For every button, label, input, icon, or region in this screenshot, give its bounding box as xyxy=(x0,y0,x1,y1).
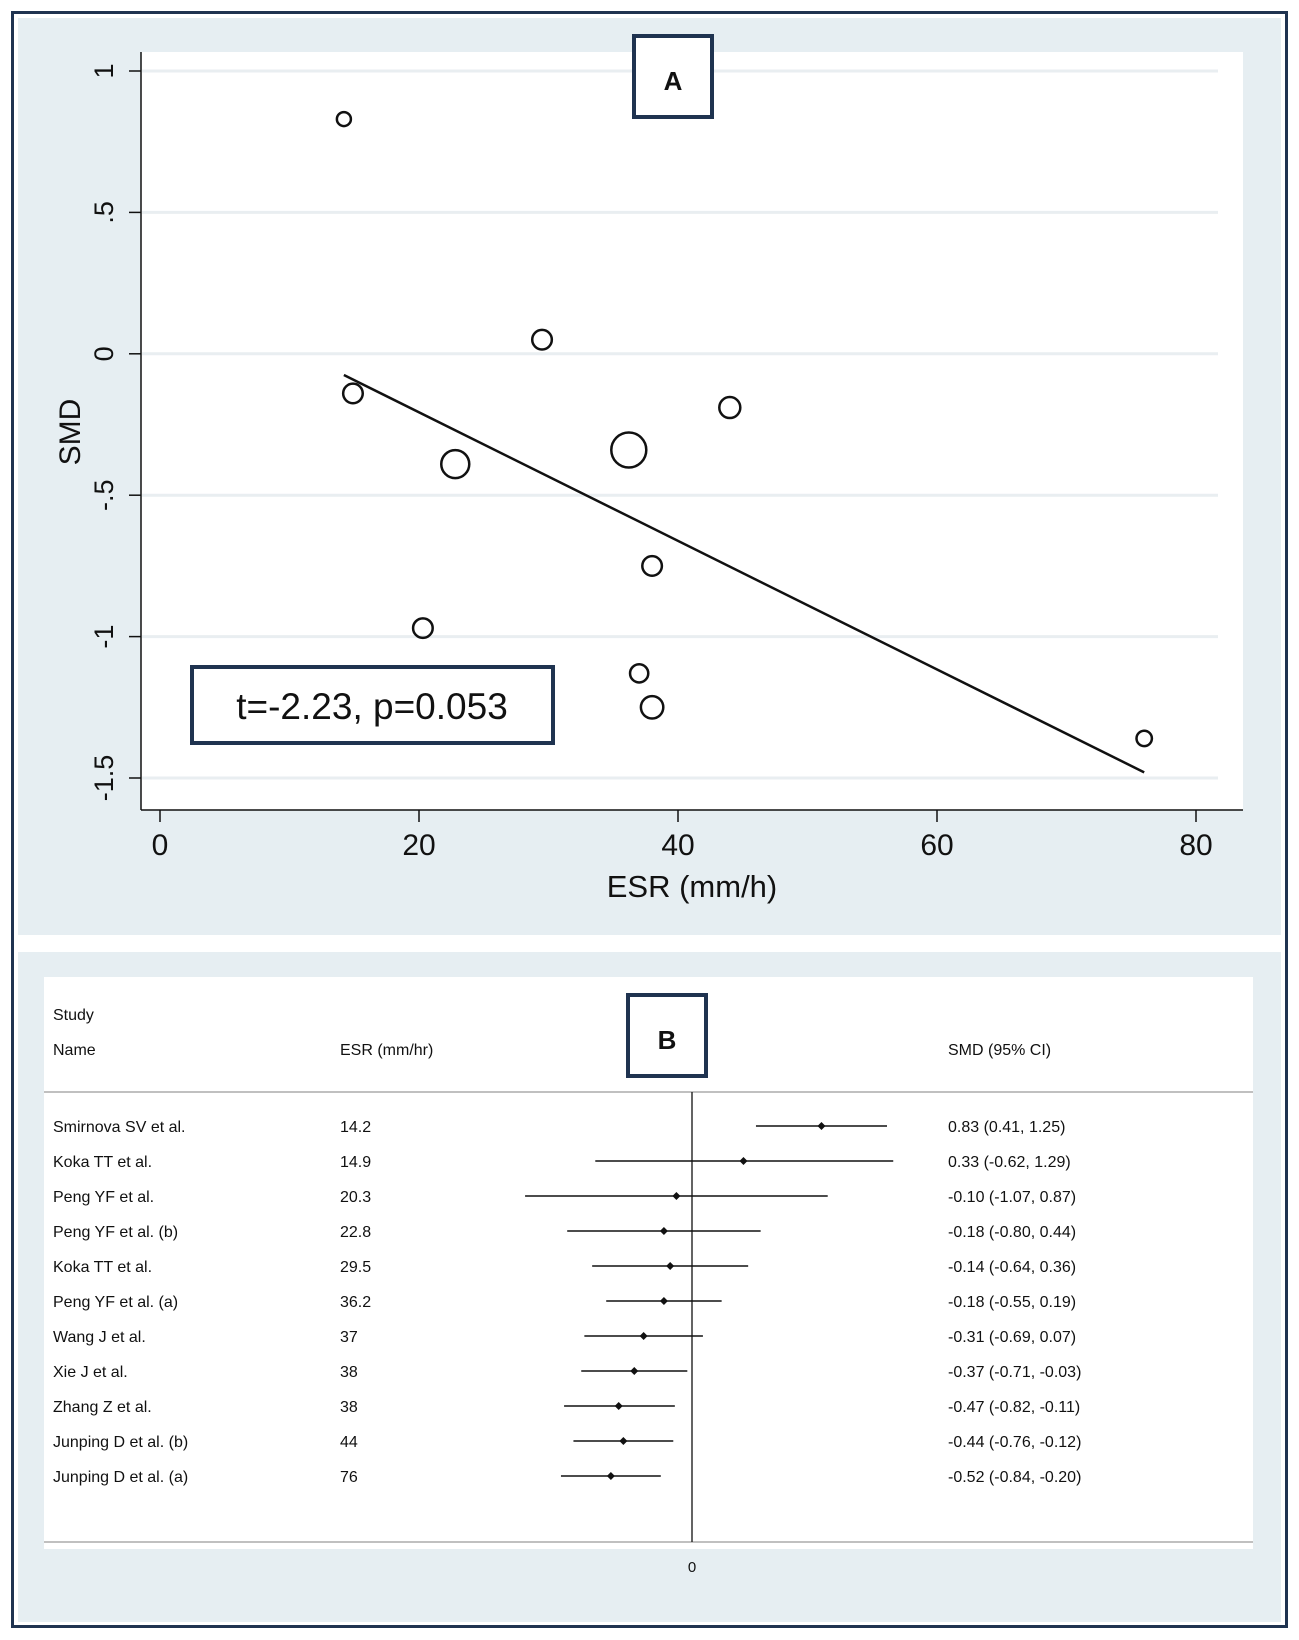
study-name: Peng YF et al. (b) xyxy=(53,1224,178,1241)
x-tick-label: 20 xyxy=(402,829,435,862)
stats-annotation: t=-2.23, p=0.053 xyxy=(236,686,508,727)
forest-row: Peng YF et al. (a) 36.2 -0.18 (-0.55, 0.19… xyxy=(53,1294,1076,1311)
study-esr: 37 xyxy=(340,1329,358,1346)
point-estimate-marker xyxy=(659,1227,668,1235)
study-esr: 20.3 xyxy=(340,1189,371,1206)
x-tick-label: 0 xyxy=(152,829,169,862)
data-point xyxy=(341,382,365,405)
point-estimate-marker xyxy=(606,1472,615,1480)
forest-row: Junping D et al. (a) 76 -0.52 (-0.84, -0.2… xyxy=(53,1469,1081,1486)
panel-b-label: B xyxy=(658,1025,677,1055)
study-name: Xie J et al. xyxy=(53,1364,128,1381)
study-name: Wang J et al. xyxy=(53,1329,146,1346)
study-esr: 22.8 xyxy=(340,1224,371,1241)
panel-a-label-box xyxy=(632,34,714,119)
x-tick-label: 40 xyxy=(661,829,694,862)
y-tick-label: 1 xyxy=(89,63,119,78)
x-axis-ticks: 0 20 40 60 80 xyxy=(152,810,1213,862)
smd-ci-value: -0.18 (-0.80, 0.44) xyxy=(948,1224,1076,1241)
data-point xyxy=(641,554,664,577)
smd-ci-value: 0.83 (0.41, 1.25) xyxy=(948,1119,1065,1136)
smd-ci-value: -0.10 (-1.07, 0.87) xyxy=(948,1189,1076,1206)
forest-row: Junping D et al. (b) 44 -0.44 (-0.76, -0.1… xyxy=(53,1434,1081,1451)
forest-row: Zhang Z et al. 38 -0.47 (-0.82, -0.11) xyxy=(53,1399,1080,1416)
forest-rows: Smirnova SV et al. 14.2 0.83 (0.41, 1.25) K… xyxy=(53,1119,1081,1486)
forest-row: Peng YF et al. (b) 22.8 -0.18 (-0.80, 0.44… xyxy=(53,1224,1076,1241)
header-smd-ci: SMD (95% CI) xyxy=(948,1042,1051,1059)
forest-row: Xie J et al. 38 -0.37 (-0.71, -0.03) xyxy=(53,1364,1081,1381)
panel-a: 1 .5 0 -.5 -1 -1.5 0 20 40 60 80 SMD ESR (mm/h) A… xyxy=(18,18,1281,935)
x-axis-label: ESR (mm/h) xyxy=(607,869,778,904)
data-point xyxy=(628,663,650,684)
smd-ci-value: -0.18 (-0.55, 0.19) xyxy=(948,1294,1076,1311)
study-esr: 29.5 xyxy=(340,1259,371,1276)
point-estimate-marker xyxy=(614,1402,623,1410)
smd-ci-value: -0.14 (-0.64, 0.36) xyxy=(948,1259,1076,1276)
point-estimate-marker xyxy=(817,1122,826,1130)
study-esr: 36.2 xyxy=(340,1294,371,1311)
point-estimate-marker xyxy=(639,1332,648,1340)
study-name: Zhang Z et al. xyxy=(53,1399,152,1416)
study-esr: 38 xyxy=(340,1399,358,1416)
data-point xyxy=(411,617,434,640)
y-axis-ticks: 1 .5 0 -.5 -1 -1.5 xyxy=(89,63,141,801)
study-name: Smirnova SV et al. xyxy=(53,1119,186,1136)
zero-tick-label: 0 xyxy=(688,1559,696,1576)
data-point xyxy=(530,328,554,351)
study-esr: 38 xyxy=(340,1364,358,1381)
y-tick-label: -.5 xyxy=(89,479,119,511)
x-tick-label: 80 xyxy=(1179,829,1212,862)
study-name: Junping D et al. (a) xyxy=(53,1469,188,1486)
panel-b: Study Name ESR (mm/hr) SMD (95% CI) 0 Sm… xyxy=(18,952,1281,1622)
smd-ci-value: -0.31 (-0.69, 0.07) xyxy=(948,1329,1076,1346)
smd-ci-value: -0.44 (-0.76, -0.12) xyxy=(948,1434,1081,1451)
x-tick-label: 60 xyxy=(920,829,953,862)
point-estimate-marker xyxy=(739,1157,748,1165)
point-estimate-marker xyxy=(619,1437,628,1445)
y-tick-label: 0 xyxy=(89,346,119,361)
smd-ci-value: -0.47 (-0.82, -0.11) xyxy=(948,1399,1080,1416)
data-point xyxy=(639,694,665,720)
forest-row: Peng YF et al. 20.3 -0.10 (-1.07, 0.87) xyxy=(53,1189,1076,1206)
fit-line xyxy=(343,373,1145,774)
data-point xyxy=(1135,729,1154,748)
data-point xyxy=(718,395,742,420)
study-name: Peng YF et al. (a) xyxy=(53,1294,178,1311)
forest-row: Koka TT et al. 14.9 0.33 (-0.62, 1.29) xyxy=(53,1154,1071,1171)
y-tick-label: .5 xyxy=(89,201,119,224)
scatter-points xyxy=(335,110,1154,748)
point-estimate-marker xyxy=(630,1367,639,1375)
study-name: Koka TT et al. xyxy=(53,1259,152,1276)
header-study: Study xyxy=(53,1007,94,1024)
data-point xyxy=(440,448,471,480)
gridlines xyxy=(142,69,1218,780)
point-estimate-marker xyxy=(659,1297,668,1305)
forest-row: Smirnova SV et al. 14.2 0.83 (0.41, 1.25) xyxy=(53,1119,1065,1136)
data-point xyxy=(610,431,648,469)
y-axis-label: SMD xyxy=(54,399,87,466)
study-esr: 14.9 xyxy=(340,1154,371,1171)
stats-annotation-box xyxy=(190,665,555,745)
study-name: Koka TT et al. xyxy=(53,1154,152,1171)
panel-a-label: A xyxy=(664,66,683,96)
study-esr: 14.2 xyxy=(340,1119,371,1136)
smd-ci-value: 0.33 (-0.62, 1.29) xyxy=(948,1154,1071,1171)
study-name: Peng YF et al. xyxy=(53,1189,154,1206)
y-tick-label: -1.5 xyxy=(89,755,119,802)
y-tick-label: -1 xyxy=(89,625,119,649)
data-point xyxy=(335,110,353,128)
forest-row: Wang J et al. 37 -0.31 (-0.69, 0.07) xyxy=(53,1329,1076,1346)
study-esr: 76 xyxy=(340,1469,358,1486)
point-estimate-marker xyxy=(672,1192,681,1200)
forest-row: Koka TT et al. 29.5 -0.14 (-0.64, 0.36) xyxy=(53,1259,1076,1276)
smd-ci-value: -0.52 (-0.84, -0.20) xyxy=(948,1469,1081,1486)
header-name: Name xyxy=(53,1042,96,1059)
point-estimate-marker xyxy=(666,1262,675,1270)
study-esr: 44 xyxy=(340,1434,358,1451)
smd-ci-value: -0.37 (-0.71, -0.03) xyxy=(948,1364,1081,1381)
panel-b-label-box xyxy=(626,993,708,1078)
header-esr: ESR (mm/hr) xyxy=(340,1042,433,1059)
study-name: Junping D et al. (b) xyxy=(53,1434,188,1451)
